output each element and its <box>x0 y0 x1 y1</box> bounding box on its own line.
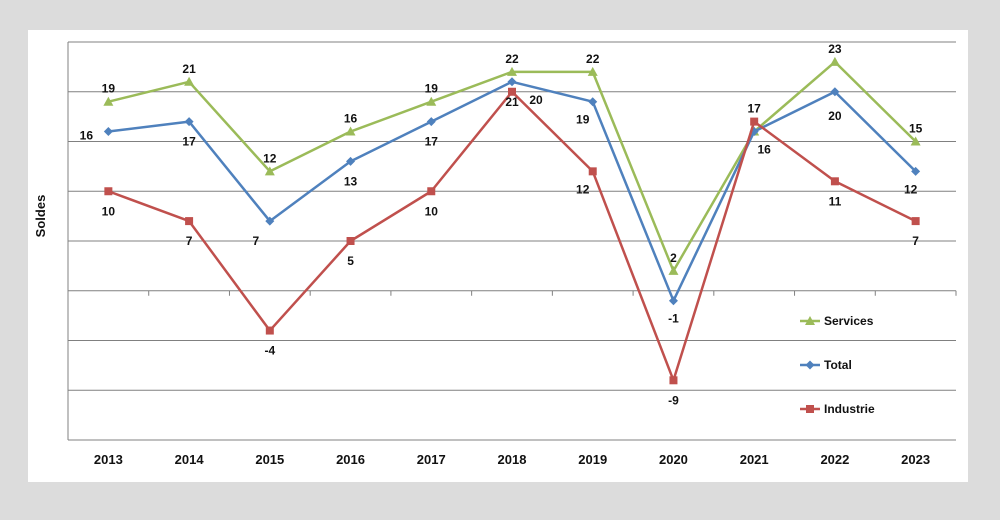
data-label-total: 21 <box>505 95 519 109</box>
series-industrie <box>104 87 920 385</box>
data-point-industrie <box>830 177 839 186</box>
data-point-services <box>829 56 840 66</box>
y-axis-label: Soldes <box>33 195 48 238</box>
x-tick-label: 2015 <box>255 452 284 467</box>
data-label-industrie: 5 <box>347 254 354 268</box>
x-tick-label: 2018 <box>498 452 527 467</box>
data-label-industrie: 10 <box>102 204 116 218</box>
x-tick-label: 2020 <box>659 452 688 467</box>
legend-item-services: Services <box>800 314 874 328</box>
data-label-services: 12 <box>263 151 277 165</box>
data-point-total <box>265 216 275 226</box>
data-label-total: 20 <box>828 109 842 123</box>
legend-item-industrie: Industrie <box>800 402 875 416</box>
legend-item-total: Total <box>800 358 852 372</box>
x-tick-label: 2023 <box>901 452 930 467</box>
data-label-industrie: 17 <box>748 102 762 116</box>
data-label-total: 16 <box>80 129 94 143</box>
data-point-industrie <box>427 187 436 196</box>
data-point-total <box>911 166 921 176</box>
data-point-total <box>426 117 436 127</box>
data-label-services: 15 <box>909 122 923 136</box>
x-tick-label: 2014 <box>175 452 205 467</box>
data-label-industrie: -9 <box>668 393 679 407</box>
legend: Services Total Industrie <box>800 314 875 416</box>
data-label-services: 16 <box>344 112 358 126</box>
data-point-industrie <box>669 376 678 385</box>
axes <box>67 42 957 441</box>
x-tick-label: 2016 <box>336 452 365 467</box>
data-label-total: -1 <box>668 312 679 326</box>
data-point-industrie <box>588 167 597 176</box>
legend-label-total: Total <box>824 358 852 372</box>
x-tick-label: 2022 <box>820 452 849 467</box>
series-line-industrie <box>107 90 917 382</box>
data-label-services: 21 <box>182 62 196 76</box>
data-label-services: 23 <box>828 42 842 56</box>
data-point-industrie <box>911 217 920 226</box>
data-label-industrie: 11 <box>829 194 842 208</box>
x-tick-label: 2021 <box>740 452 769 467</box>
data-point-services <box>103 96 114 106</box>
series-layer <box>103 56 921 385</box>
data-label-industrie: 12 <box>576 182 590 196</box>
data-point-total <box>668 296 678 306</box>
legend-marker-total <box>805 360 815 370</box>
data-label-total: 17 <box>182 135 196 149</box>
series-services <box>103 56 921 275</box>
chart-panel: 2013 2014 2015 2016 2017 2018 2019 2020 2021 2022… <box>28 30 968 482</box>
x-tick-label: 2017 <box>417 452 446 467</box>
data-label-services: 19 <box>425 82 439 96</box>
data-label-services: 2 <box>670 251 677 265</box>
data-point-total <box>184 117 194 127</box>
data-point-total <box>507 77 517 87</box>
data-point-services <box>587 66 598 76</box>
data-point-industrie <box>750 117 759 126</box>
data-label-services: 22 <box>586 52 600 66</box>
data-label-services: 19 <box>102 82 116 96</box>
data-point-industrie <box>185 217 194 226</box>
data-point-services <box>507 66 517 76</box>
data-point-total <box>588 97 598 107</box>
data-label-total: 7 <box>252 234 259 248</box>
data-label-total: 12 <box>904 182 918 196</box>
data-point-services <box>910 136 921 146</box>
data-point-total <box>346 156 356 166</box>
data-point-industrie <box>508 87 516 96</box>
x-tick-labels: 2013 2014 2015 2016 2017 2018 2019 2020 2021 2022… <box>94 452 930 467</box>
data-label-industrie: 10 <box>425 204 439 218</box>
data-label-industrie: 7 <box>186 234 193 248</box>
data-point-industrie <box>104 187 113 196</box>
legend-marker-services <box>805 316 815 325</box>
x-tick-label: 2019 <box>578 452 607 467</box>
gridlines <box>68 41 956 391</box>
data-label-industrie: -4 <box>264 344 275 358</box>
data-point-total <box>103 127 113 137</box>
x-tick-label: 2013 <box>94 452 123 467</box>
data-point-industrie <box>346 237 355 245</box>
data-point-services <box>345 126 356 136</box>
legend-marker-industrie <box>806 405 814 413</box>
data-point-services <box>668 265 679 275</box>
line-chart: 2013 2014 2015 2016 2017 2018 2019 2020 2021 2022… <box>33 41 957 467</box>
data-label-services: 22 <box>505 52 519 66</box>
data-label-total: 17 <box>425 135 439 149</box>
data-label-total: 16 <box>758 143 772 157</box>
data-point-services <box>426 96 437 106</box>
data-label-industrie: 7 <box>912 234 919 248</box>
data-point-total <box>830 87 840 97</box>
data-label-total: 19 <box>576 113 590 127</box>
data-label-total: 13 <box>344 174 358 188</box>
legend-label-industrie: Industrie <box>824 402 875 416</box>
legend-label-services: Services <box>824 314 874 328</box>
series-total <box>103 77 921 306</box>
data-label-industrie: 20 <box>529 93 543 107</box>
data-point-services <box>184 76 195 86</box>
data-point-industrie <box>265 326 274 335</box>
data-point-services <box>264 166 275 176</box>
